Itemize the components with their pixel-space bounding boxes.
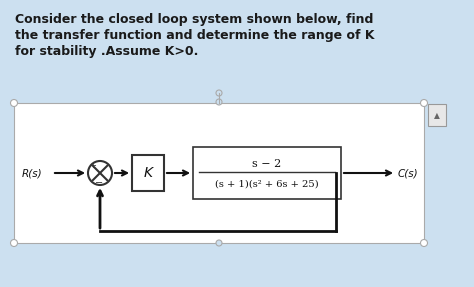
Bar	[428, 104, 446, 126]
Text: −: −	[95, 178, 103, 188]
Circle shape	[420, 239, 428, 247]
Bar	[14, 103, 424, 243]
Circle shape	[88, 161, 112, 185]
Circle shape	[420, 100, 428, 106]
Circle shape	[10, 239, 18, 247]
Circle shape	[216, 240, 222, 246]
Text: the transfer function and determine the range of K: the transfer function and determine the …	[15, 29, 374, 42]
Text: s − 2: s − 2	[252, 159, 282, 169]
Text: (s + 1)(s² + 6s + 25): (s + 1)(s² + 6s + 25)	[215, 179, 319, 189]
Text: C(s): C(s)	[398, 168, 419, 178]
Text: ▲: ▲	[434, 112, 440, 121]
Bar	[193, 147, 341, 199]
Text: for stability .Assume K>0.: for stability .Assume K>0.	[15, 45, 199, 58]
Circle shape	[216, 99, 222, 105]
Circle shape	[10, 100, 18, 106]
Bar	[132, 155, 164, 191]
Text: K: K	[144, 166, 153, 180]
Text: R(s): R(s)	[22, 168, 43, 178]
Text: +: +	[89, 161, 96, 170]
Circle shape	[216, 90, 222, 96]
Text: Consider the closed loop system shown below, find: Consider the closed loop system shown be…	[15, 13, 374, 26]
